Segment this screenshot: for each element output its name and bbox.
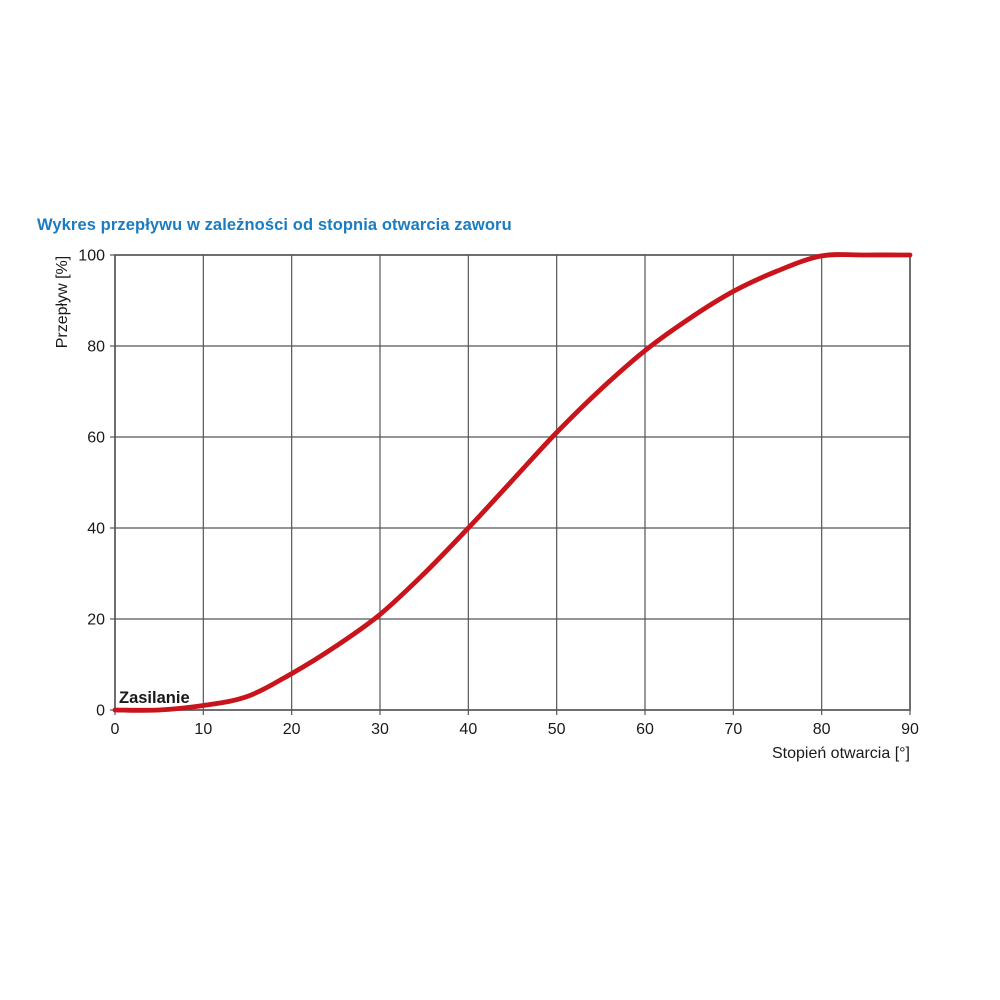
x-tick-label: 80 xyxy=(813,721,831,738)
y-tick-label: 40 xyxy=(87,521,105,538)
y-axis-title: Przepływ [%] xyxy=(54,256,71,348)
plot-frame xyxy=(114,254,911,711)
x-tick-label: 50 xyxy=(548,721,566,738)
series-label-zasilanie: Zasilanie xyxy=(119,689,190,707)
y-tick-label: 60 xyxy=(87,430,105,447)
chart-title: Wykres przepływu w zależności od stopnia… xyxy=(37,216,512,234)
x-tick-label: 90 xyxy=(901,721,919,738)
x-tick-labels: 0 10 20 30 40 50 60 70 80 90 xyxy=(111,721,919,738)
y-tick-label: 20 xyxy=(87,612,105,629)
y-tick-label: 80 xyxy=(87,339,105,356)
y-tick-label: 0 xyxy=(96,703,105,720)
x-tick-label: 40 xyxy=(459,721,477,738)
series-curves xyxy=(112,252,913,713)
x-tick-label: 0 xyxy=(111,721,120,738)
y-tick-label: 100 xyxy=(78,248,105,265)
x-tick-label: 70 xyxy=(724,721,742,738)
y-tick-labels: 0 20 40 60 80 100 xyxy=(78,248,105,720)
x-axis-title: Stopień otwarcia [°] xyxy=(772,745,910,762)
x-tick-label: 30 xyxy=(371,721,389,738)
series-curve-zasilanie xyxy=(112,252,913,713)
x-tick-label: 60 xyxy=(636,721,654,738)
x-tick-label: 20 xyxy=(283,721,301,738)
grid-lines xyxy=(115,255,910,710)
x-tick-label: 10 xyxy=(194,721,212,738)
